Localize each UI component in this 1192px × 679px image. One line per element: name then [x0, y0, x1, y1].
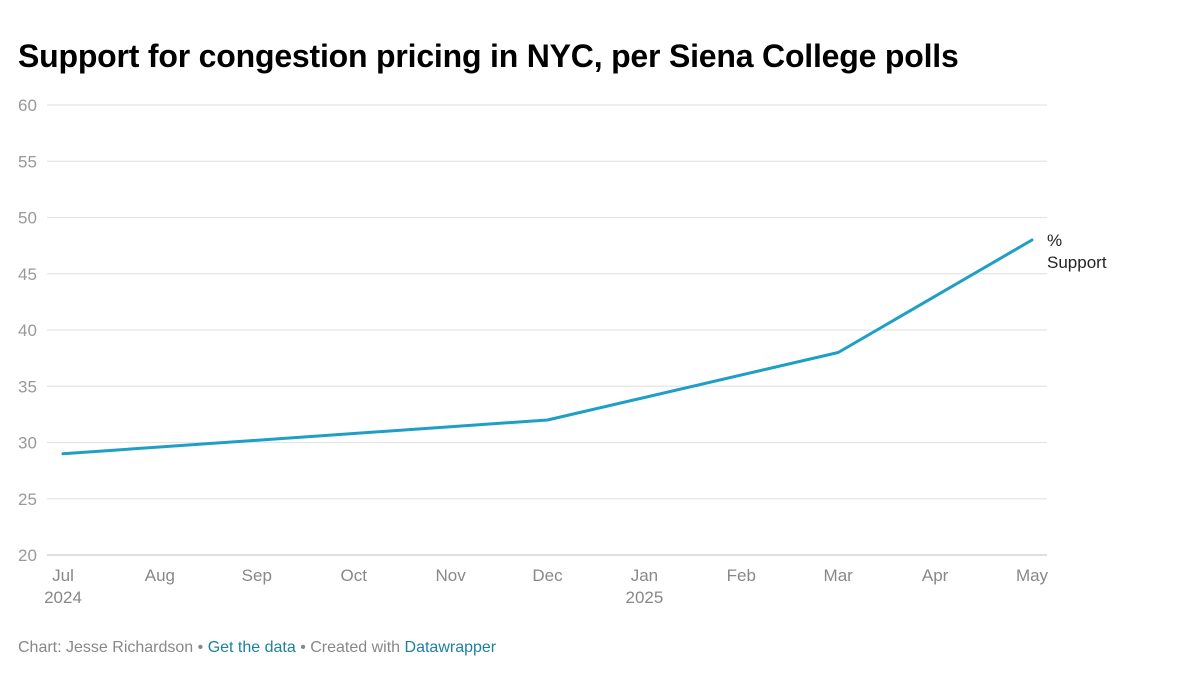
x-tick-label: Jul: [52, 566, 74, 585]
y-tick-label: 25: [18, 490, 37, 509]
x-tick-label: Aug: [145, 566, 175, 585]
get-the-data-link[interactable]: Get the data: [207, 639, 296, 656]
datawrapper-link[interactable]: Datawrapper: [404, 639, 497, 656]
chart-title: Support for congestion pricing in NYC, p…: [18, 38, 959, 74]
series-label: % Support: [1047, 231, 1107, 272]
x-tick-label: Apr: [922, 566, 949, 585]
y-tick-label: 30: [18, 434, 37, 453]
y-tick-label: 20: [18, 546, 37, 565]
x-tick-year-label: 2024: [44, 588, 82, 607]
x-tick-label: May: [1016, 566, 1049, 585]
x-tick-label: Feb: [727, 566, 756, 585]
y-tick-label: 50: [18, 209, 37, 228]
y-tick-label: 45: [18, 265, 37, 284]
x-tick-label: Mar: [824, 566, 854, 585]
footer-separator: •: [193, 639, 208, 656]
y-axis-ticks: 20 25 30 35 40 45 50 55 60: [18, 96, 37, 565]
y-tick-label: 35: [18, 377, 37, 396]
y-tick-label: 40: [18, 321, 37, 340]
x-tick-label: Jan: [631, 566, 658, 585]
x-tick-year-label: 2025: [625, 588, 663, 607]
footer-created-with: • Created with: [295, 639, 405, 656]
y-tick-label: 55: [18, 152, 37, 171]
x-axis-ticks: Jul 2024 Aug Sep Oct Nov Dec Jan 2025 Feb Mar Apr Ma…: [44, 566, 1048, 607]
x-tick-label: Dec: [532, 566, 563, 585]
chart-footer: Chart: Jesse Richardson • Get the data •…: [18, 639, 496, 657]
grid-lines: [47, 104, 1047, 556]
series-layer: % Support: [61, 231, 1107, 456]
x-tick-label: Sep: [242, 566, 272, 585]
footer-credit: Chart: Jesse Richardson: [18, 639, 194, 656]
series-line: [61, 238, 1034, 456]
y-tick-label: 60: [18, 96, 37, 115]
x-tick-label: Nov: [435, 566, 466, 585]
x-tick-label: Oct: [340, 566, 367, 585]
